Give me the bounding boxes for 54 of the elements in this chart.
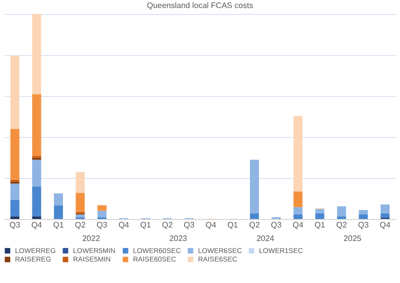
chart-title: Queensland local FCAS costs — [146, 1, 254, 10]
bar — [32, 160, 42, 186]
text: 2022 — [82, 234, 101, 243]
bar — [10, 56, 20, 129]
x-tick-label: Q2 — [162, 220, 174, 230]
bar — [98, 210, 106, 218]
x-tick-label: Q4 — [118, 220, 130, 230]
bar — [337, 216, 346, 219]
bar — [10, 216, 20, 219]
bar — [76, 192, 85, 212]
text: 2025 — [344, 234, 362, 243]
text: 2023 — [169, 234, 188, 243]
bar — [294, 116, 302, 192]
x-tick-label: Q4 — [31, 220, 43, 230]
x-tick-label: Q4 — [206, 220, 217, 230]
bar — [380, 204, 390, 214]
bar — [337, 206, 346, 216]
bar — [54, 193, 63, 206]
bar — [315, 213, 324, 219]
bar — [358, 214, 368, 219]
bar — [250, 160, 259, 214]
x-tick-label: Q2 — [336, 220, 348, 230]
bar — [98, 205, 106, 211]
bar — [54, 205, 63, 219]
x-tick-label: Q2 — [74, 220, 86, 230]
bar — [32, 186, 42, 216]
bar — [32, 14, 42, 94]
bar — [315, 208, 324, 214]
x-tick-label: Q4 — [380, 220, 391, 230]
x-tick-label: Q2 — [249, 220, 260, 230]
x-tick-label: Q1 — [227, 220, 239, 230]
bar — [250, 213, 259, 219]
bar — [380, 213, 390, 218]
x-tick-label: Q3 — [358, 220, 370, 230]
x-tick-label: Q3 — [270, 220, 282, 230]
bar — [32, 216, 42, 219]
bar — [10, 200, 20, 216]
bar — [358, 210, 368, 214]
bar — [76, 214, 85, 218]
x-tick-label: Q1 — [314, 220, 326, 230]
bar — [10, 128, 20, 180]
x-tick-label: Q3 — [96, 220, 108, 230]
x-tick-label: Q4 — [292, 220, 304, 230]
text: 2024 — [256, 234, 275, 243]
bar — [32, 94, 42, 156]
x-tick-label: Q1 — [140, 220, 152, 230]
bar — [10, 184, 20, 200]
x-tick-label: Q3 — [10, 220, 21, 230]
x-tick-label: Q1 — [53, 220, 64, 230]
bar — [294, 214, 302, 219]
bar — [294, 192, 302, 208]
x-tick-label: Q3 — [184, 220, 195, 230]
bar — [294, 207, 302, 214]
bar — [76, 172, 85, 193]
